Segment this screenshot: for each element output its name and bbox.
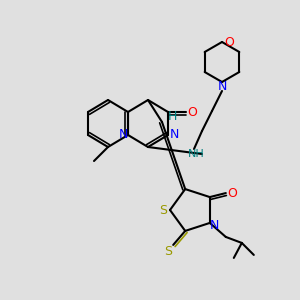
Text: O: O <box>224 35 234 49</box>
Text: NH: NH <box>188 149 204 159</box>
Text: S: S <box>164 245 172 258</box>
Text: S: S <box>159 203 167 217</box>
Text: O: O <box>187 106 197 118</box>
Text: N: N <box>210 219 220 232</box>
Text: N: N <box>118 128 128 142</box>
Text: H: H <box>167 110 177 122</box>
Text: N: N <box>217 80 227 94</box>
Text: N: N <box>169 128 179 142</box>
Text: O: O <box>227 187 237 200</box>
